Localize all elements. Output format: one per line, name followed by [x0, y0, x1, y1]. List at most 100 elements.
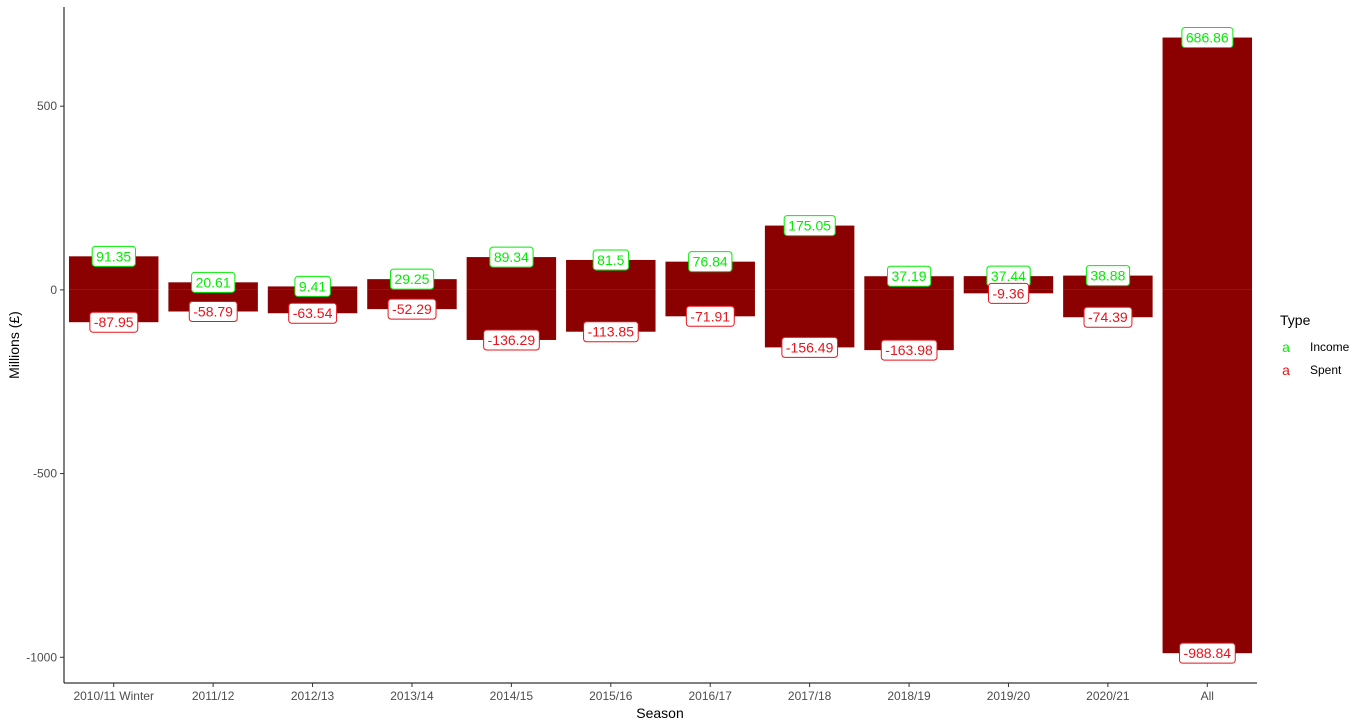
x-tick-label: 2014/15	[490, 689, 534, 703]
data-label-spent: -136.29	[483, 329, 540, 351]
data-label-text: 37.44	[991, 268, 1026, 284]
data-label-income: 686.86	[1181, 27, 1234, 49]
data-label-box	[783, 215, 836, 237]
x-tick-label: 2011/12	[192, 689, 235, 703]
y-tick-label: -1000	[26, 650, 57, 664]
data-label-text: -113.85	[588, 324, 635, 340]
y-tick-label: -500	[33, 467, 57, 481]
data-label-box	[288, 302, 338, 324]
data-label-box	[1083, 306, 1133, 328]
bars-layer	[68, 37, 1253, 654]
data-label-income: 76.84	[688, 251, 733, 273]
data-label-text: 686.86	[1186, 30, 1229, 46]
bar-income-all	[1162, 37, 1253, 290]
data-label-spent: -74.39	[1083, 306, 1133, 328]
y-axis-ticks: -1000 -500 0 500	[26, 99, 64, 664]
axes-layer	[63, 7, 1257, 684]
data-label-text: 37.19	[892, 268, 927, 284]
data-label-income: 175.05	[783, 215, 836, 237]
data-label-spent: -52.29	[387, 298, 437, 320]
data-label-text: 76.84	[693, 254, 728, 270]
y-tick-label: 500	[37, 99, 57, 113]
data-label-income: 38.88	[1085, 265, 1131, 287]
data-label-text: 81.5	[597, 252, 624, 268]
bar-income-2017-18	[764, 225, 855, 290]
bar-spent-all	[1162, 289, 1253, 654]
x-tick-label: 2012/13	[291, 689, 335, 703]
data-label-income: 81.5	[592, 249, 630, 271]
x-axis-title: Season	[636, 705, 683, 721]
x-tick-label: 2019/20	[987, 689, 1031, 703]
data-label-spent: -63.54	[288, 302, 338, 324]
data-label-text: 20.61	[196, 274, 231, 290]
data-label-text: -74.39	[1088, 309, 1128, 325]
data-label-spent: -87.95	[89, 311, 139, 333]
data-label-text: -52.29	[392, 301, 432, 317]
data-label-box	[583, 321, 639, 343]
data-label-box	[1181, 27, 1234, 49]
data-label-text: -988.84	[1184, 645, 1232, 661]
x-tick-label: 2020/21	[1086, 689, 1130, 703]
x-tick-label: 2017/18	[788, 689, 832, 703]
data-labels-layer: 91.35 20.61 9.41 29.25 89.34 81.5 76.84 175.05 3…	[89, 27, 1236, 664]
y-axis-title: Millions (£)	[6, 311, 22, 379]
x-tick-label: 2013/14	[390, 689, 434, 703]
data-label-income: 20.61	[191, 271, 236, 293]
legend-label-income: Income	[1310, 340, 1350, 354]
data-label-text: 175.05	[788, 218, 831, 234]
x-tick-label: 2016/17	[689, 689, 733, 703]
data-label-box	[188, 300, 238, 322]
data-label-text: 38.88	[1090, 268, 1125, 284]
data-label-box	[191, 271, 236, 293]
legend: Type a Income a Spent	[1280, 312, 1350, 378]
data-label-spent: -113.85	[583, 321, 639, 343]
x-tick-label: 2015/16	[589, 689, 633, 703]
x-axis-ticks: 2010/11 Winter 2011/12 2012/13 2013/14 2014/…	[73, 683, 1214, 703]
legend-title: Type	[1280, 312, 1311, 328]
data-label-income: 91.35	[91, 245, 136, 267]
data-label-box	[389, 268, 435, 290]
data-label-text: 29.25	[394, 271, 429, 287]
data-label-box	[887, 265, 932, 287]
data-label-spent: -58.79	[188, 300, 238, 322]
data-label-box	[387, 298, 437, 320]
data-label-box	[688, 251, 733, 273]
data-label-spent: -163.98	[880, 339, 938, 361]
data-label-income: 37.19	[887, 265, 932, 287]
data-label-box	[483, 329, 540, 351]
data-label-income: 29.25	[389, 268, 435, 290]
data-label-text: -71.91	[690, 308, 730, 324]
data-label-box	[880, 339, 938, 361]
x-tick-label: All	[1201, 689, 1214, 703]
data-label-text: -9.36	[992, 285, 1024, 301]
data-label-box	[592, 249, 630, 271]
data-label-income: 89.34	[489, 246, 534, 268]
data-label-box	[1179, 642, 1236, 664]
data-label-text: 9.41	[299, 278, 326, 294]
data-label-box	[781, 336, 839, 358]
data-label-text: -87.95	[94, 314, 134, 330]
data-label-spent: -988.84	[1179, 642, 1236, 664]
data-label-box	[1085, 265, 1131, 287]
data-label-text: 89.34	[494, 249, 529, 265]
data-label-spent: -156.49	[781, 336, 839, 358]
data-label-text: -136.29	[488, 332, 536, 348]
legend-key-income: a	[1282, 339, 1290, 355]
data-label-box	[489, 246, 534, 268]
data-label-box	[294, 275, 331, 297]
data-label-text: -58.79	[193, 303, 233, 319]
data-label-box	[685, 305, 735, 327]
data-label-spent: -9.36	[987, 282, 1030, 304]
x-tick-label: 2010/11 Winter	[73, 689, 154, 703]
data-label-text: -163.98	[885, 342, 933, 358]
x-tick-label: 2018/19	[887, 689, 931, 703]
legend-key-spent: a	[1282, 362, 1290, 378]
data-label-income: 37.44	[986, 265, 1031, 287]
data-label-text: 91.35	[96, 248, 131, 264]
data-label-box	[987, 282, 1030, 304]
data-label-box	[91, 245, 136, 267]
data-label-spent: -71.91	[685, 305, 735, 327]
data-label-income: 9.41	[294, 275, 331, 297]
data-label-text: -156.49	[786, 339, 834, 355]
